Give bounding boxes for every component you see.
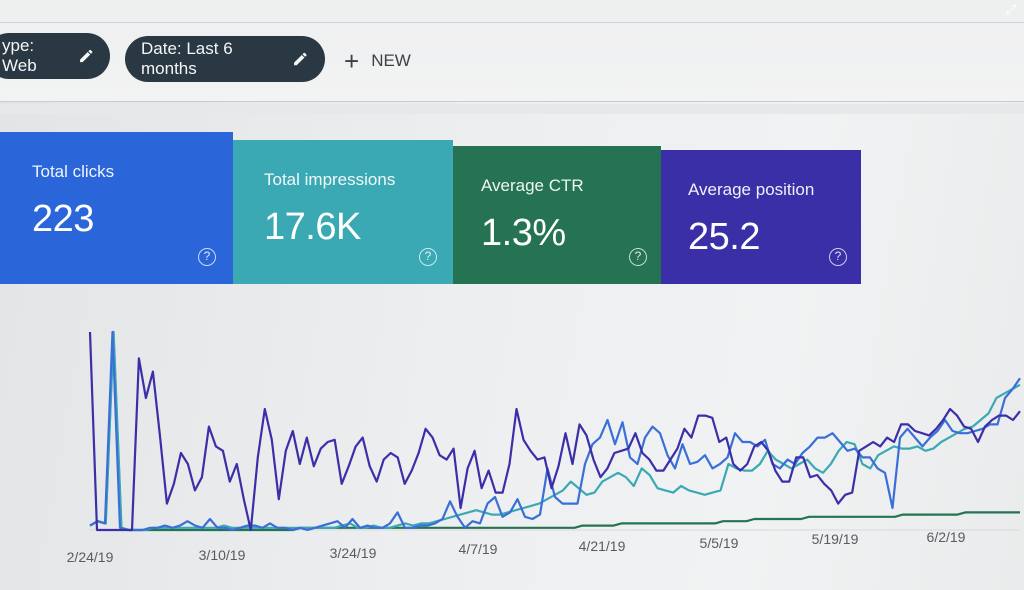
new-filter-label: NEW [371, 51, 411, 70]
metric-label: Total clicks [32, 162, 115, 181]
search-type-filter-label: ype: Web [2, 36, 37, 75]
x-tick-label: 5/19/19 [812, 531, 859, 547]
metric-value: 17.6K [264, 206, 361, 248]
search-type-filter-chip[interactable]: ype: Web [0, 33, 110, 79]
date-filter-label: Date: Last 6 months [141, 39, 233, 78]
pencil-icon [294, 52, 307, 66]
divider [0, 22, 1024, 23]
x-tick-label: 4/21/19 [579, 538, 626, 554]
expand-icon[interactable]: ⤢ [1005, 2, 1016, 17]
help-icon[interactable]: ? [419, 248, 437, 266]
x-tick-label: 3/10/19 [199, 547, 246, 563]
series-line-0 [88, 331, 1021, 532]
total-clicks-card[interactable]: Total clicks 223 ? [0, 132, 233, 284]
metric-label: Average position [688, 180, 815, 199]
pencil-icon [79, 49, 92, 63]
series-line-3 [89, 330, 1020, 532]
metric-value: 1.3% [481, 212, 566, 254]
total-impressions-card[interactable]: Total impressions 17.6K ? [233, 140, 453, 284]
series-line-1 [89, 330, 1021, 532]
chart-svg: 2/24/19 3/10/19 3/24/19 4/7/19 4/21/19 5/5/19… [67, 330, 1021, 565]
series-line-2 [89, 330, 1021, 532]
average-position-card[interactable]: Average position 25.2 ? [661, 150, 861, 284]
toolbar-strip [0, 104, 1024, 114]
x-tick-label: 2/24/19 [67, 549, 114, 565]
performance-chart: 2/24/19 3/10/19 3/24/19 4/7/19 4/21/19 5/5/19… [0, 284, 1024, 590]
metric-value: 25.2 [688, 216, 760, 258]
date-filter-chip[interactable]: Date: Last 6 months [125, 36, 325, 82]
x-tick-label: 3/24/19 [330, 545, 377, 561]
metric-label: Average CTR [481, 176, 584, 195]
x-tick-label: 4/7/19 [459, 541, 498, 557]
metric-label: Total impressions [264, 170, 396, 189]
x-tick-label: 5/5/19 [700, 535, 739, 551]
help-icon[interactable]: ? [629, 248, 647, 266]
average-ctr-card[interactable]: Average CTR 1.3% ? [453, 146, 661, 284]
filter-bar: ype: Web Date: Last 6 months + NEW [0, 0, 1024, 102]
help-icon[interactable]: ? [829, 248, 847, 266]
metric-value: 223 [32, 198, 94, 240]
new-filter-button[interactable]: + NEW [344, 46, 411, 76]
help-icon[interactable]: ? [198, 248, 216, 266]
plus-icon: + [344, 46, 360, 76]
x-tick-label: 6/2/19 [927, 529, 966, 545]
